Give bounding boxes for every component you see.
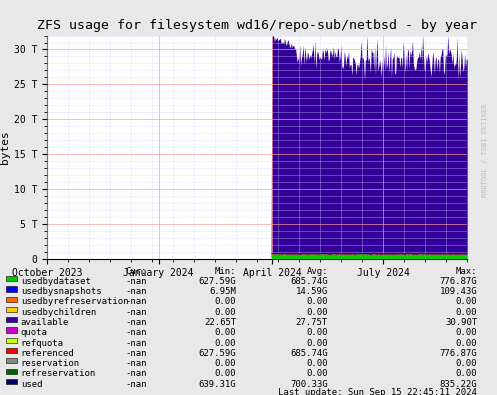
Text: 0.00: 0.00 (307, 328, 328, 337)
Text: -nan: -nan (125, 359, 147, 368)
Text: 835.22G: 835.22G (439, 380, 477, 389)
Text: 0.00: 0.00 (215, 308, 236, 317)
Text: 109.43G: 109.43G (439, 287, 477, 296)
Text: 639.31G: 639.31G (198, 380, 236, 389)
Text: referenced: referenced (21, 349, 75, 358)
Text: usedbychildren: usedbychildren (21, 308, 96, 317)
Text: Last update: Sun Sep 15 22:45:11 2024: Last update: Sun Sep 15 22:45:11 2024 (278, 388, 477, 395)
Text: 627.59G: 627.59G (198, 277, 236, 286)
Text: Cur:: Cur: (125, 267, 147, 276)
Text: reservation: reservation (21, 359, 80, 368)
Text: usedbysnapshots: usedbysnapshots (21, 287, 101, 296)
Text: refreservation: refreservation (21, 369, 96, 378)
Text: 0.00: 0.00 (456, 308, 477, 317)
Y-axis label: bytes: bytes (0, 130, 10, 164)
Text: 0.00: 0.00 (215, 339, 236, 348)
Text: usedbydataset: usedbydataset (21, 277, 91, 286)
Text: 0.00: 0.00 (456, 328, 477, 337)
Text: quota: quota (21, 328, 48, 337)
Text: used: used (21, 380, 42, 389)
Text: 776.87G: 776.87G (439, 277, 477, 286)
Text: 685.74G: 685.74G (290, 277, 328, 286)
Text: -nan: -nan (125, 308, 147, 317)
Text: 0.00: 0.00 (307, 359, 328, 368)
Text: 14.59G: 14.59G (296, 287, 328, 296)
Text: -nan: -nan (125, 339, 147, 348)
Text: 0.00: 0.00 (456, 339, 477, 348)
Text: -nan: -nan (125, 349, 147, 358)
Text: Min:: Min: (215, 267, 236, 276)
Text: -nan: -nan (125, 297, 147, 307)
Text: 0.00: 0.00 (307, 308, 328, 317)
Text: -nan: -nan (125, 277, 147, 286)
Text: available: available (21, 318, 69, 327)
Text: -nan: -nan (125, 369, 147, 378)
Text: 0.00: 0.00 (307, 339, 328, 348)
Text: 0.00: 0.00 (215, 369, 236, 378)
Text: -nan: -nan (125, 380, 147, 389)
Text: 685.74G: 685.74G (290, 349, 328, 358)
Text: 700.33G: 700.33G (290, 380, 328, 389)
Title: ZFS usage for filesystem wd16/repo-sub/netbsd - by year: ZFS usage for filesystem wd16/repo-sub/n… (37, 19, 477, 32)
Text: refquota: refquota (21, 339, 64, 348)
Text: 0.00: 0.00 (307, 297, 328, 307)
Text: RRDTOOL / TOBI OETIKER: RRDTOOL / TOBI OETIKER (482, 103, 488, 197)
Text: 0.00: 0.00 (215, 297, 236, 307)
Text: 0.00: 0.00 (307, 369, 328, 378)
Text: usedbyrefreservation: usedbyrefreservation (21, 297, 128, 307)
Text: 776.87G: 776.87G (439, 349, 477, 358)
Text: 0.00: 0.00 (456, 359, 477, 368)
Text: Avg:: Avg: (307, 267, 328, 276)
Text: -nan: -nan (125, 287, 147, 296)
Text: -nan: -nan (125, 328, 147, 337)
Text: 0.00: 0.00 (456, 369, 477, 378)
Text: -nan: -nan (125, 318, 147, 327)
Text: 0.00: 0.00 (215, 359, 236, 368)
Text: 627.59G: 627.59G (198, 349, 236, 358)
Text: Max:: Max: (456, 267, 477, 276)
Text: 22.65T: 22.65T (204, 318, 236, 327)
Text: 6.95M: 6.95M (209, 287, 236, 296)
Text: 30.90T: 30.90T (445, 318, 477, 327)
Text: 0.00: 0.00 (215, 328, 236, 337)
Text: 0.00: 0.00 (456, 297, 477, 307)
Text: 27.75T: 27.75T (296, 318, 328, 327)
